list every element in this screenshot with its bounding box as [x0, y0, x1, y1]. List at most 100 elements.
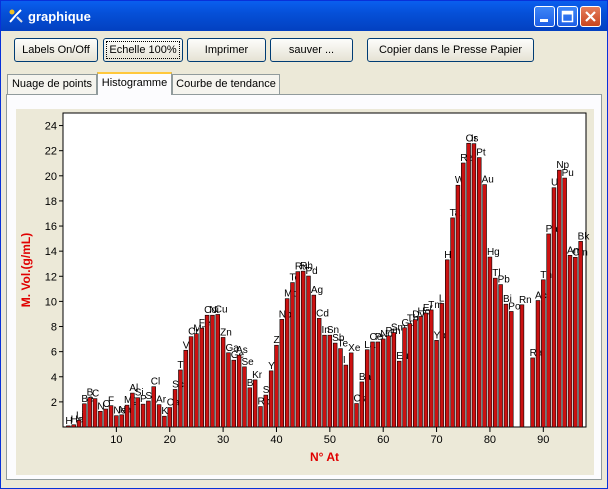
bar-Ac: [535, 300, 541, 428]
bar-label-As: As: [236, 345, 248, 356]
bar-Ga: [226, 352, 231, 428]
bar-label-Ti: Ti: [177, 360, 185, 371]
y-tick-label-4: 4: [51, 372, 57, 384]
labels-toggle-button[interactable]: Labels On/Off: [14, 38, 98, 62]
x-tick-label-80: 80: [484, 434, 496, 446]
bar-label-Br: Br: [247, 378, 258, 389]
bar-label-Ce: Ce: [370, 332, 383, 343]
bar-W: [455, 184, 461, 428]
bar-label-Np: Np: [556, 160, 569, 171]
bar-label-Gd: Gd: [402, 318, 415, 329]
print-button[interactable]: Imprimer: [187, 38, 266, 62]
bar-Pm: [386, 335, 391, 428]
bar-label-Au: Au: [482, 175, 494, 186]
bar-Cr: [188, 336, 194, 428]
bar-As: [236, 354, 242, 428]
save-button[interactable]: sauver ...: [270, 38, 353, 62]
bar-label-In: In: [322, 325, 330, 336]
bar-F: [108, 405, 114, 428]
bar-label-H: H: [65, 416, 72, 427]
tab-scatter[interactable]: Nuage de points: [7, 74, 97, 94]
bar-Sb: [332, 342, 338, 428]
bar-Ir: [471, 143, 477, 428]
bar-label-Sb: Sb: [332, 333, 345, 344]
bar-Ar: [156, 404, 162, 428]
bar-Dy: [413, 319, 418, 428]
maximize-icon: [561, 10, 574, 23]
bar-Po: [509, 311, 514, 428]
y-tick-label-24: 24: [45, 121, 57, 133]
bar-Br: [247, 387, 253, 428]
x-tick-label-50: 50: [324, 434, 336, 446]
bar-label-Rh: Rh: [300, 261, 313, 272]
bar-Hf: [445, 259, 450, 428]
maximize-button[interactable]: [557, 6, 578, 27]
bar-label-La: La: [364, 340, 376, 351]
bar-Au: [482, 184, 487, 428]
bar-Ti: [178, 369, 183, 428]
bar-Fe: [199, 327, 204, 428]
bar-label-Th: Th: [540, 270, 552, 281]
bar-label-Cl: Cl: [151, 377, 160, 388]
y-axis-label: M. Vol.(g/mL): [19, 233, 33, 307]
y-tick-label-20: 20: [45, 171, 57, 183]
bar-Bk: [578, 241, 583, 428]
x-tick-label-90: 90: [537, 434, 549, 446]
bar-K: [162, 415, 167, 428]
bar-label-Co: Co: [204, 305, 217, 316]
bar-In: [322, 334, 327, 428]
bar-Re: [461, 162, 466, 428]
bar-label-Al: Al: [129, 383, 138, 394]
y-tick-label-6: 6: [51, 347, 57, 359]
tab-histogram[interactable]: Histogramme: [97, 72, 172, 95]
bar-Pt: [477, 157, 482, 428]
bar-Sc: [172, 389, 178, 428]
bar-label-Os: Os: [466, 133, 479, 144]
bar-label-N: N: [97, 401, 104, 412]
bar-label-Ne: Ne: [113, 406, 126, 417]
bar-label-Ho: Ho: [418, 306, 431, 317]
bar-label-Tc: Tc: [289, 273, 299, 284]
bar-label-Hg: Hg: [487, 247, 500, 258]
bar-Rn: [519, 304, 525, 428]
bar-S: [146, 400, 151, 428]
title-bar[interactable]: graphique: [1, 1, 607, 31]
bar-Tm: [429, 309, 434, 428]
bar-label-Ac: Ac: [535, 291, 547, 302]
bar-label-Am: Am: [567, 245, 582, 256]
minimize-button[interactable]: [534, 6, 555, 27]
y-tick-label-18: 18: [45, 196, 57, 208]
bar-label-Tm: Tm: [428, 300, 442, 311]
scale-100-button[interactable]: Echelle 100%: [103, 38, 183, 62]
bar-label-W: W: [455, 175, 465, 186]
bar-Er: [423, 312, 429, 428]
bar-Pb: [498, 284, 503, 428]
bar-Yb: [434, 340, 439, 428]
bar-label-Sr: Sr: [263, 385, 274, 396]
bar-label-U: U: [551, 178, 558, 189]
bar-Mg: [124, 404, 130, 428]
bar-label-Dy: Dy: [412, 310, 424, 321]
tab-trend-curve[interactable]: Courbe de tendance: [172, 74, 280, 94]
x-tick-label-30: 30: [217, 434, 229, 446]
bar-label-Ir: Ir: [471, 134, 478, 145]
bar-Th: [541, 279, 546, 428]
x-tick-label-60: 60: [377, 434, 389, 446]
bar-Ta: [450, 217, 455, 428]
bar-label-Hf: Hf: [444, 250, 454, 261]
bar-Se: [242, 366, 247, 428]
y-tick-label-16: 16: [45, 221, 57, 233]
bar-Cd: [316, 318, 322, 428]
bar-Kr: [252, 379, 258, 428]
bar-label-B: B: [87, 388, 94, 399]
bar-label-Pr: Pr: [375, 332, 386, 343]
bar-Rb: [258, 406, 263, 428]
bar-label-Bi: Bi: [503, 294, 512, 305]
copy-clipboard-button[interactable]: Copier dans le Presse Papier: [367, 38, 534, 62]
bar-Ag: [311, 294, 317, 428]
bar-label-Pm: Pm: [386, 326, 401, 337]
bar-Ru: [295, 271, 301, 428]
bar-O: [103, 408, 108, 428]
close-button[interactable]: [580, 6, 601, 27]
bar-Pr: [375, 341, 381, 428]
